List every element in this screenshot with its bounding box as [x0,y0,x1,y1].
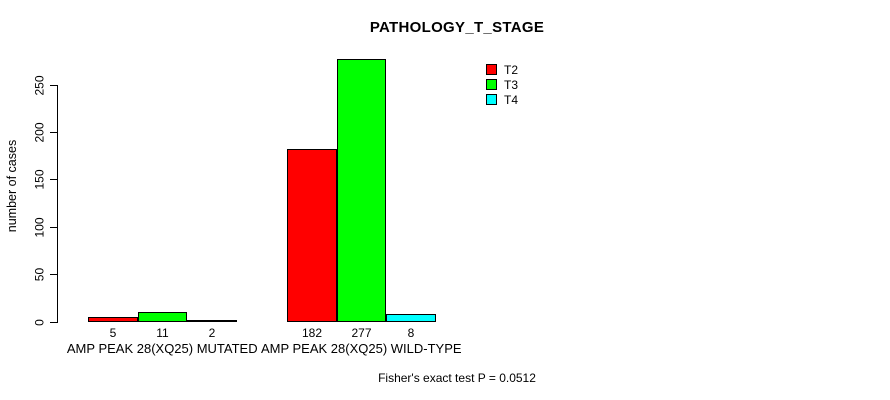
y-axis-title: number of cases [5,139,19,233]
legend-label: T4 [504,92,519,107]
bar-value-label: 8 [407,326,415,340]
chart-title: PATHOLOGY_T_STAGE [369,19,545,36]
bar-t4-group2 [386,314,436,322]
bar-t3-group2 [337,59,386,322]
bar-t2-group2 [287,149,337,322]
y-tick-label: 200 [32,122,47,143]
category-label-group1: AMP PEAK 28(XQ25) MUTATED [66,341,258,356]
y-axis-line [57,85,58,323]
category-label-group2: AMP PEAK 28(XQ25) WILD-TYPE [260,341,462,356]
fisher-test-annotation: Fisher's exact test P = 0.0512 [378,371,536,385]
bar-t2-group1 [88,317,138,322]
y-tick-mark [50,321,57,323]
legend-item-t4: T4 [486,92,518,107]
legend-swatch-icon [486,64,497,75]
bar-value-label: 2 [208,326,216,340]
bar-t4-group1 [187,320,237,322]
bar-value-label: 5 [109,326,117,340]
bar-t3-group1 [138,312,187,322]
legend: T2 T3 T4 [486,62,518,107]
bar-value-label: 11 [156,326,169,340]
y-tick-label: 100 [32,217,47,238]
bar-value-label: 277 [351,326,372,340]
legend-swatch-icon [486,94,497,105]
legend-item-t2: T2 [486,62,518,77]
y-tick-mark [50,274,57,276]
y-tick-label: 0 [32,318,47,326]
y-tick-label: 150 [32,169,47,190]
legend-item-t3: T3 [486,77,518,92]
y-tick-mark [50,131,57,133]
y-tick-mark [50,84,57,86]
bar-value-label: 182 [301,326,323,340]
y-tick-mark [50,226,57,228]
y-tick-label: 250 [32,74,47,96]
y-tick-label: 50 [32,267,47,282]
legend-label: T3 [504,77,519,92]
y-tick-mark [50,179,57,181]
legend-label: T2 [504,62,519,77]
legend-swatch-icon [486,79,497,90]
